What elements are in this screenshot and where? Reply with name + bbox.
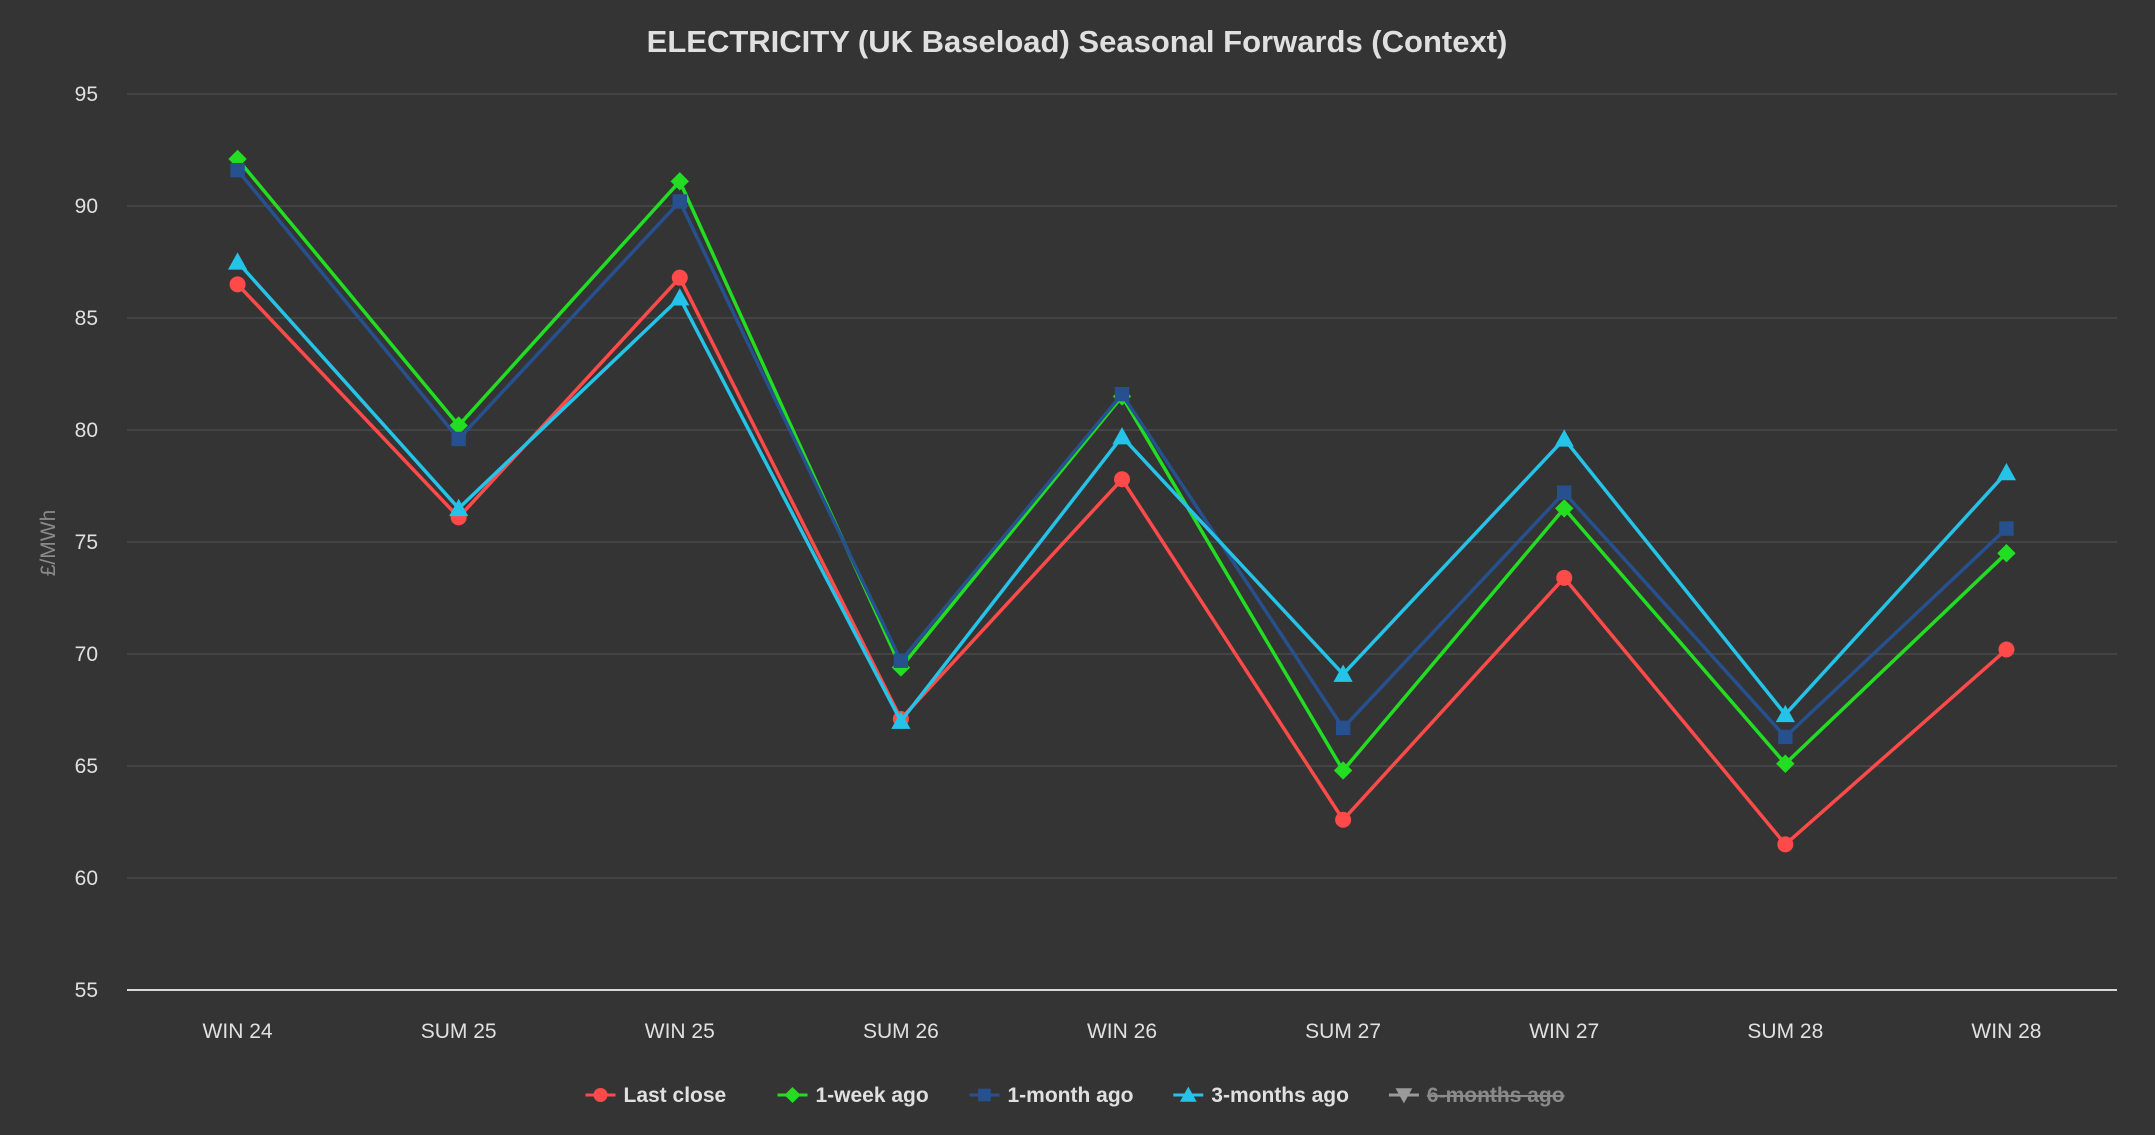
x-tick-label: SUM 28 — [1747, 1020, 1823, 1043]
y-tick-label: 75 — [75, 531, 98, 554]
y-tick-label: 95 — [75, 83, 98, 106]
legend-label: 6-months ago — [1427, 1084, 1565, 1107]
data-point — [1996, 462, 2017, 481]
data-point — [671, 269, 688, 286]
series-line — [236, 169, 2008, 739]
legend-label: 1-week ago — [816, 1084, 929, 1107]
x-tick-label: WIN 26 — [1087, 1020, 1157, 1043]
legend-marker — [1179, 1086, 1197, 1102]
data-point — [670, 288, 690, 306]
y-tick-label: 80 — [75, 419, 98, 442]
series-layer — [227, 149, 2017, 853]
legend-label: 3-months ago — [1211, 1084, 1349, 1107]
y-axis-title: £/MWh — [37, 510, 60, 577]
y-tick-label: 85 — [75, 307, 98, 330]
data-point — [227, 252, 248, 270]
data-point — [1556, 569, 1573, 586]
y-tick-label: 70 — [75, 643, 98, 666]
series-1-month-ago — [230, 162, 2014, 745]
legend-marker — [978, 1088, 991, 1102]
legend-marker — [1395, 1088, 1413, 1104]
data-point — [1776, 754, 1795, 773]
x-axis-ticks: WIN 24 SUM 25 WIN 25 SUM 26 WIN 26 SUM 27 WIN … — [203, 1020, 2042, 1043]
series-line — [236, 275, 2008, 847]
data-point — [449, 416, 468, 435]
series-3-months-ago — [227, 252, 2017, 729]
data-point — [1114, 386, 1130, 402]
data-point — [1557, 485, 1572, 500]
data-point — [670, 172, 689, 191]
y-axis-ticks: 55 60 65 70 75 80 85 90 95 — [75, 83, 98, 1002]
data-point — [1775, 704, 1795, 723]
data-point — [891, 711, 911, 729]
series-1-week-ago — [228, 149, 2016, 780]
legend-item[interactable]: Last close — [585, 1084, 727, 1107]
legend: Last close 1-week ago 1-month ago 3-months … — [585, 1084, 1565, 1107]
data-point — [1114, 471, 1130, 488]
y-tick-label: 55 — [75, 979, 98, 1002]
y-tick-label: 60 — [75, 867, 98, 890]
data-point — [1778, 729, 1793, 745]
y-tick-label: 65 — [75, 755, 98, 778]
data-point — [1335, 811, 1352, 828]
data-point — [1997, 544, 2016, 563]
legend-item[interactable]: 3-months ago — [1173, 1084, 1349, 1107]
data-point — [1777, 836, 1794, 853]
data-point — [1998, 641, 2015, 658]
data-point — [1333, 664, 1353, 682]
data-point — [449, 498, 469, 517]
x-tick-label: WIN 28 — [1971, 1020, 2041, 1043]
x-tick-label: WIN 25 — [645, 1020, 715, 1043]
y-tick-label: 90 — [75, 195, 98, 218]
chart-title: ELECTRICITY (UK Baseload) Seasonal Forwa… — [647, 24, 1508, 59]
x-tick-label: SUM 25 — [421, 1020, 497, 1043]
data-point — [893, 653, 909, 668]
data-point — [451, 431, 466, 447]
data-point — [672, 194, 687, 209]
x-tick-label: SUM 26 — [863, 1020, 939, 1043]
legend-marker — [593, 1088, 608, 1102]
data-point — [1999, 521, 2014, 536]
x-tick-label: SUM 27 — [1305, 1020, 1381, 1043]
legend-item[interactable]: 1-week ago — [777, 1084, 929, 1107]
data-point — [1112, 427, 1132, 445]
series-line — [236, 260, 2008, 723]
gridlines — [127, 93, 2117, 991]
data-point — [229, 276, 246, 293]
data-point — [1333, 761, 1353, 780]
data-point — [1554, 429, 1574, 447]
legend-item[interactable]: 1-month ago — [969, 1084, 1134, 1107]
data-point — [1555, 499, 1574, 518]
x-tick-label: WIN 24 — [203, 1020, 273, 1043]
data-point — [1335, 720, 1351, 736]
legend-label: 1-month ago — [1008, 1084, 1134, 1107]
series-last-close — [229, 269, 2015, 853]
data-point — [230, 162, 245, 178]
x-tick-label: WIN 27 — [1529, 1020, 1599, 1043]
legend-item[interactable]: 6-months ago — [1388, 1084, 1565, 1107]
legend-marker — [784, 1086, 801, 1104]
legend-label: Last close — [624, 1084, 727, 1107]
